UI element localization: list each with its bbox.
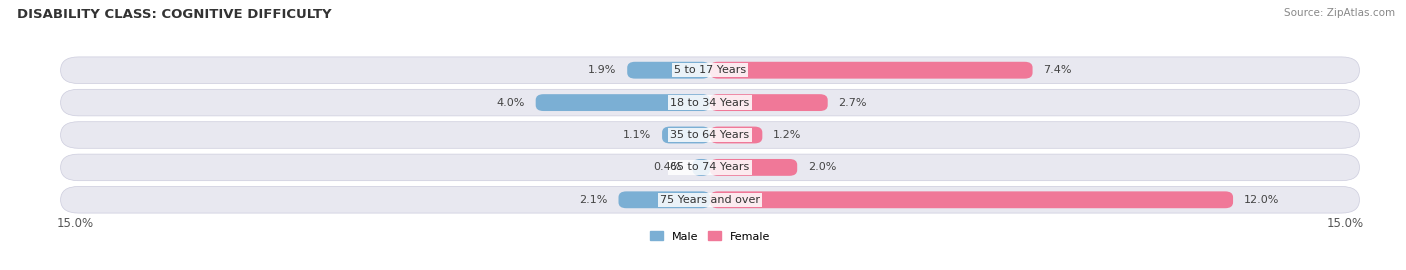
Text: 4.0%: 4.0%: [496, 97, 524, 108]
Legend: Male, Female: Male, Female: [645, 227, 775, 246]
Text: 12.0%: 12.0%: [1244, 195, 1279, 205]
FancyBboxPatch shape: [60, 89, 1360, 116]
Text: 2.1%: 2.1%: [579, 195, 607, 205]
FancyBboxPatch shape: [627, 62, 710, 79]
FancyBboxPatch shape: [619, 191, 710, 208]
Text: DISABILITY CLASS: COGNITIVE DIFFICULTY: DISABILITY CLASS: COGNITIVE DIFFICULTY: [17, 8, 332, 21]
FancyBboxPatch shape: [662, 127, 710, 143]
Text: 2.0%: 2.0%: [808, 162, 837, 173]
Text: 35 to 64 Years: 35 to 64 Years: [671, 130, 749, 140]
Text: 5 to 17 Years: 5 to 17 Years: [673, 65, 747, 75]
FancyBboxPatch shape: [710, 159, 797, 176]
FancyBboxPatch shape: [693, 159, 710, 176]
FancyBboxPatch shape: [710, 127, 762, 143]
Text: 1.1%: 1.1%: [623, 130, 651, 140]
FancyBboxPatch shape: [536, 94, 710, 111]
Text: 15.0%: 15.0%: [1327, 217, 1364, 230]
Text: 75 Years and over: 75 Years and over: [659, 195, 761, 205]
FancyBboxPatch shape: [60, 122, 1360, 148]
Text: Source: ZipAtlas.com: Source: ZipAtlas.com: [1284, 8, 1395, 18]
FancyBboxPatch shape: [710, 62, 1032, 79]
Text: 7.4%: 7.4%: [1043, 65, 1071, 75]
Text: 18 to 34 Years: 18 to 34 Years: [671, 97, 749, 108]
FancyBboxPatch shape: [60, 57, 1360, 83]
FancyBboxPatch shape: [710, 191, 1233, 208]
FancyBboxPatch shape: [60, 154, 1360, 181]
Text: 15.0%: 15.0%: [56, 217, 93, 230]
Text: 1.9%: 1.9%: [588, 65, 616, 75]
Text: 2.7%: 2.7%: [838, 97, 868, 108]
Text: 1.2%: 1.2%: [773, 130, 801, 140]
FancyBboxPatch shape: [60, 187, 1360, 213]
FancyBboxPatch shape: [710, 94, 828, 111]
Text: 0.4%: 0.4%: [654, 162, 682, 173]
Text: 65 to 74 Years: 65 to 74 Years: [671, 162, 749, 173]
